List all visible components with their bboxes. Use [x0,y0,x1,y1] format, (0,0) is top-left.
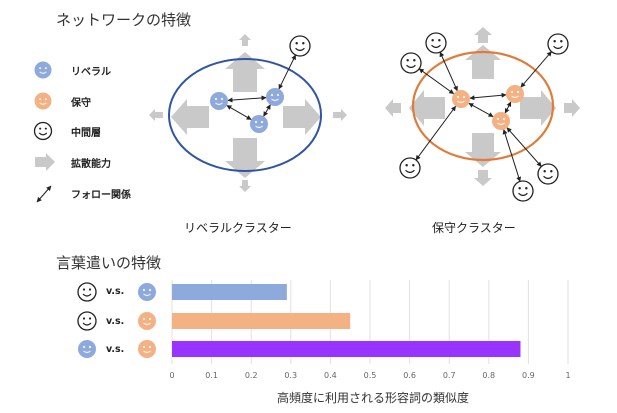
follow-arrow [504,101,512,114]
chart-x-tick-label: 0 [169,371,174,380]
conservative-node-icon [452,90,470,108]
chart-x-tick-label: 1 [565,371,570,380]
follow-arrow [263,104,271,117]
conservative-node-icon [506,85,524,103]
follow-arrow [227,95,267,103]
middle-smiley-icon [425,32,447,54]
diffusion-arrow-icon [520,90,556,126]
middle-smiley-icon [547,33,569,55]
row-vs-label-2: v.s. [106,316,125,327]
follow-arrow [415,105,457,161]
middle-smiley-icon [512,180,534,202]
language-title: 言葉遣いの特徴 [56,254,162,272]
chart-x-tick-label: 0.4 [324,371,337,380]
chart-x-tick-label: 0.6 [403,371,416,380]
conservative-cluster-label: 保守クラスター [432,221,516,235]
diffusion-arrow-icon [564,99,580,117]
chart-x-tick-label: 0.2 [245,371,258,380]
diffusion-arrow-icon [474,170,492,186]
diffusion-arrow-icon [239,180,251,192]
diffusion-arrow-icon [239,34,251,46]
follow-arrow [278,54,297,90]
chart-x-tick-label: 0.5 [364,371,377,380]
diffusion-arrow-icon [474,27,492,43]
chart-x-axis-label: 高頻度に利用される形容詞の類似度 [277,391,470,405]
chart-x-tick-label: 0.9 [522,371,535,380]
row-left-smiley-icon [77,282,97,302]
legend-conservative-node-icon [34,92,52,110]
legend-middle-smiley-icon [33,121,53,141]
chart-x-tick-label: 0.3 [284,371,297,380]
liberal-node-icon [266,88,284,106]
middle-smiley-icon [400,52,422,74]
legend-label-middle: 中間層 [71,128,101,139]
row-right-liberal-node-icon [138,283,156,301]
legend-liberal-node-icon [34,61,52,79]
diffusion-arrow-icon [225,52,265,92]
liberal-cluster-ring [168,58,322,172]
diffusion-arrow-icon [171,99,209,135]
follow-arrow [520,51,552,88]
follow-arrow [418,68,455,95]
liberal-cluster [149,34,347,192]
chart-bar [172,313,351,329]
middle-smiley-icon [399,157,421,179]
diffusion-arrow-icon [333,109,347,121]
conservative-cluster-ring [411,50,555,162]
follow-arrow [468,102,494,118]
middle-smiley-icon [289,35,311,57]
chart-x-tick-label: 0.7 [443,371,456,380]
diffusion-arrow-icon [385,99,401,117]
legend-label-follow: フォロー関係 [71,190,131,201]
liberal-node-icon [250,115,268,133]
row-left-liberal-node-icon [78,340,96,358]
diffusion-arrow-icon [149,109,163,121]
legend-label-liberal: リベラル [71,67,111,78]
row-left-smiley-icon [77,311,97,331]
chart-bar [172,341,521,357]
diffusion-arrow-icon [225,138,265,178]
row-right-conservative-node-icon [138,312,156,330]
legend-follow-arrow-icon [36,185,52,203]
legend-label-conservative: 保守 [71,98,91,109]
legend-diffusion-arrow-icon [35,153,55,171]
middle-smiley-icon [537,163,559,185]
row-vs-label-3: v.s. [106,344,125,355]
network-title: ネットワークの特徴 [56,11,192,29]
liberal-node-icon [210,92,228,110]
row-vs-label-1: v.s. [106,286,125,297]
follow-arrow [502,129,522,182]
chart-x-tick-label: 0.8 [482,371,495,380]
legend-label-diffusion: 拡散能力 [71,159,111,170]
diffusion-arrow-icon [283,99,321,135]
conservative-cluster [385,27,580,202]
follow-arrow [469,92,507,101]
liberal-cluster-label: リベラルクラスター [184,221,292,235]
chart-x-tick-label: 0.1 [205,371,218,380]
follow-arrow [226,105,252,120]
chart-bar [172,284,287,300]
row-right-conservative-node-icon [138,340,156,358]
conservative-node-icon [492,112,510,130]
